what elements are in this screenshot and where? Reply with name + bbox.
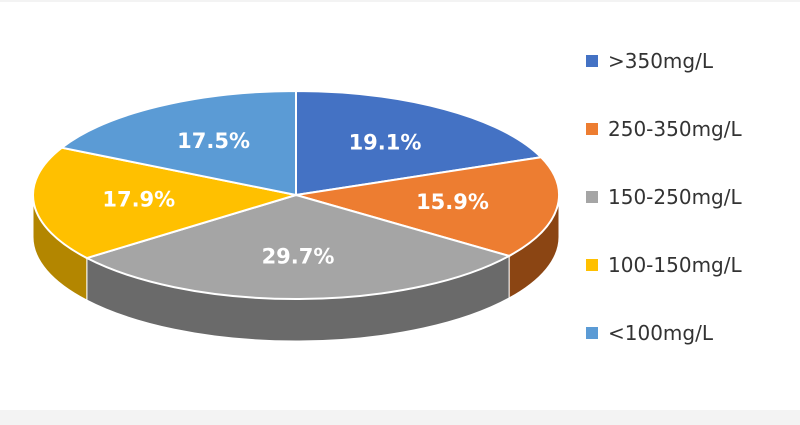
pie-chart: 19.1% 15.9% 29.7% 17.9% 17.5% bbox=[32, 89, 560, 342]
legend-label: 150-250mg/L bbox=[608, 185, 742, 209]
pie-slice-350mg-l bbox=[295, 89, 544, 197]
legend-swatch bbox=[586, 259, 598, 271]
pie-slice-250-350mg-l bbox=[295, 156, 560, 258]
legend-label: 250-350mg/L bbox=[608, 117, 742, 141]
legend: >350mg/L 250-350mg/L 150-250mg/L 100-150mg/… bbox=[586, 46, 796, 386]
data-label-150-250mg-l: 29.7% bbox=[262, 244, 335, 268]
legend-label: >350mg/L bbox=[608, 49, 713, 73]
data-label-100mg-l: 17.5% bbox=[177, 129, 250, 153]
legend-item-150-250mg-l: 150-250mg/L bbox=[586, 182, 796, 212]
data-label-100-150mg-l: 17.9% bbox=[102, 188, 175, 212]
pie-slice-150-250mg-l bbox=[84, 193, 512, 300]
data-label-250-350mg-l: 15.9% bbox=[416, 190, 489, 214]
pie-slice-100-150mg-l bbox=[32, 146, 297, 260]
legend-label: <100mg/L bbox=[608, 321, 713, 345]
legend-item-100mg-l: <100mg/L bbox=[586, 318, 796, 348]
legend-swatch bbox=[586, 191, 598, 203]
legend-item-250-350mg-l: 250-350mg/L bbox=[586, 114, 796, 144]
legend-swatch bbox=[586, 327, 598, 339]
legend-swatch bbox=[586, 123, 598, 135]
data-label-350mg-l: 19.1% bbox=[349, 131, 422, 155]
legend-swatch bbox=[586, 55, 598, 67]
legend-item-350mg-l: >350mg/L bbox=[586, 46, 796, 76]
pie-slice-100mg-l bbox=[59, 89, 297, 197]
legend-item-100-150mg-l: 100-150mg/L bbox=[586, 250, 796, 280]
chart-area: 19.1% 15.9% 29.7% 17.9% 17.5% >350mg/L 250-35… bbox=[0, 2, 800, 410]
legend-label: 100-150mg/L bbox=[608, 253, 742, 277]
